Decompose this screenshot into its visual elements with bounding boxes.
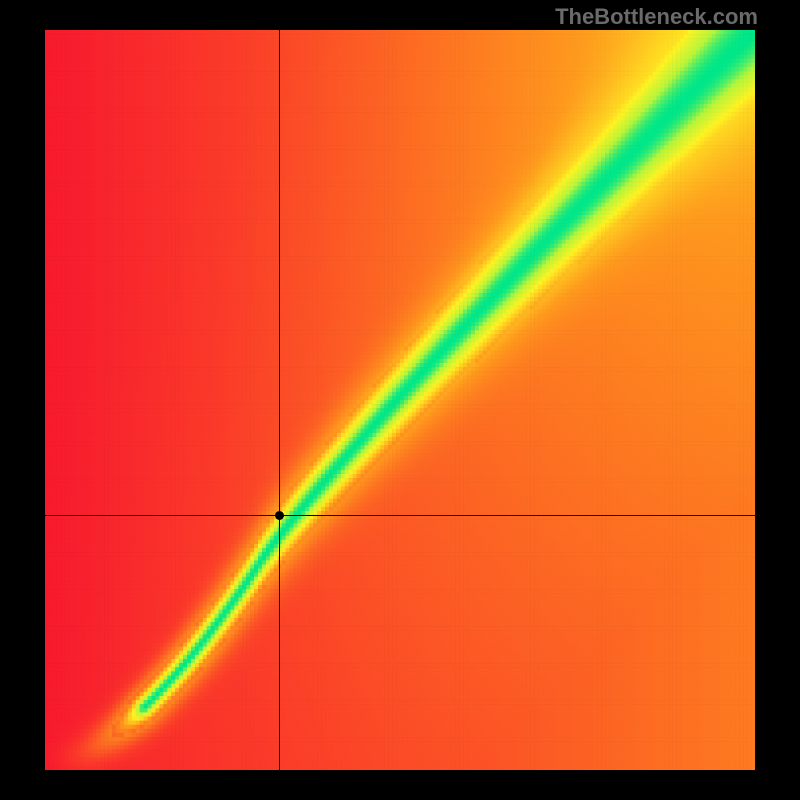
watermark-text: TheBottleneck.com [555,4,758,30]
intersection-marker [275,511,284,520]
crosshair-vertical [279,30,280,770]
bottleneck-heatmap [45,30,755,770]
crosshair-horizontal [45,515,755,516]
